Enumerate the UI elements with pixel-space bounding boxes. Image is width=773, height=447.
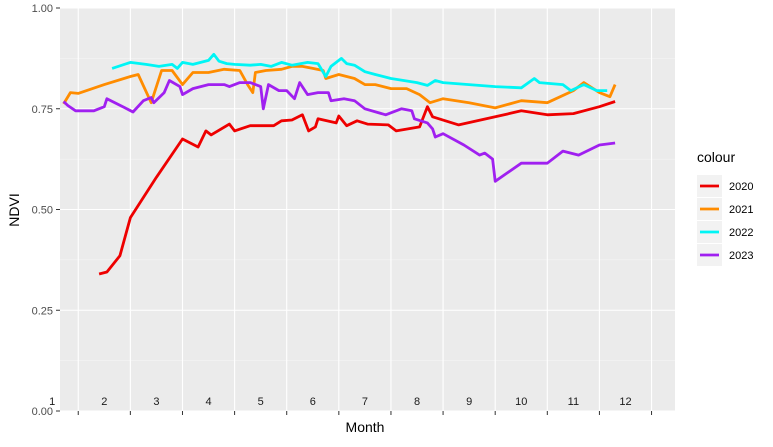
x-tick-label: 11	[568, 396, 579, 408]
series-line-2022	[111, 52, 608, 92]
series-line-2021	[62, 65, 617, 110]
x-tick-label: 2	[101, 396, 107, 408]
series-line-2020	[98, 100, 616, 276]
y-tick-label: 1.00	[32, 3, 53, 15]
legend: colour 2020 2021 2022 2023	[697, 149, 753, 266]
legend-label-2022: 2022	[729, 227, 753, 239]
x-tick-label: 12	[619, 396, 631, 408]
y-axis-title: NDVI	[6, 193, 22, 226]
y-tick-label: 0.00	[32, 406, 53, 418]
y-tick-label: 0.50	[32, 205, 53, 217]
series-layer	[62, 52, 617, 276]
legend-label-2021: 2021	[729, 204, 753, 216]
x-tick-label: 8	[414, 396, 420, 408]
x-tick-label: 4	[205, 396, 211, 408]
x-tick-label: 5	[258, 396, 264, 408]
major-grid	[60, 7, 675, 412]
y-tick-label: 0.75	[32, 104, 53, 116]
legend-title: colour	[697, 149, 735, 165]
y-axis: 0.00 0.25 0.50 0.75 1.00	[32, 3, 60, 418]
x-tick-label: 10	[515, 396, 527, 408]
x-tick-label: 3	[153, 396, 159, 408]
series-line-2023	[62, 79, 616, 183]
x-tick-labels: 1 2 3 4 5 6 7 8 9 10 11 12	[49, 396, 653, 415]
legend-label-2020: 2020	[729, 181, 753, 193]
minor-grid	[60, 58, 675, 361]
x-axis-title: Month	[346, 419, 385, 435]
x-tick-label: 7	[362, 396, 368, 408]
x-tick-label: 6	[310, 396, 316, 408]
legend-label-2023: 2023	[729, 250, 753, 262]
x-tick-label: 9	[466, 396, 472, 408]
x-tick-label: 1	[49, 396, 55, 408]
y-tick-label: 0.25	[32, 305, 53, 317]
